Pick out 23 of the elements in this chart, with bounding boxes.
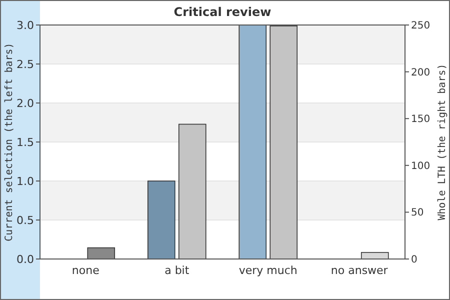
- bar: [87, 247, 116, 260]
- y-tick-label: 1.5: [16, 136, 34, 149]
- y2-tick-label: 100: [411, 160, 430, 172]
- x-tick-label: none: [72, 264, 100, 277]
- y2-axis-title: Whole LTH (the right bars): [437, 64, 448, 220]
- y2-tick-label: 150: [411, 114, 430, 126]
- bar: [270, 26, 298, 260]
- x-tick-label: a bit: [164, 264, 190, 277]
- y-tick-label: 0.5: [16, 214, 34, 227]
- x-tick-label: no answer: [330, 264, 388, 277]
- y-tick-label: 2.5: [16, 58, 34, 71]
- bar: [178, 124, 206, 260]
- y2-tick-label: 0: [411, 254, 418, 266]
- y-tick-label: 3.0: [16, 18, 34, 32]
- y-tick-label: 2.0: [16, 96, 34, 110]
- y-tick-label: 1.0: [16, 174, 34, 188]
- y-tick-label: 0.0: [16, 252, 34, 266]
- chart-title: Critical review: [174, 5, 272, 19]
- x-tick-label: very much: [238, 264, 298, 277]
- y2-tick-label: 50: [411, 208, 424, 219]
- y2-tick-label: 250: [411, 20, 430, 32]
- y2-tick-label: 200: [411, 67, 430, 78]
- y-axis-title: Current selection (the left bars): [4, 42, 15, 242]
